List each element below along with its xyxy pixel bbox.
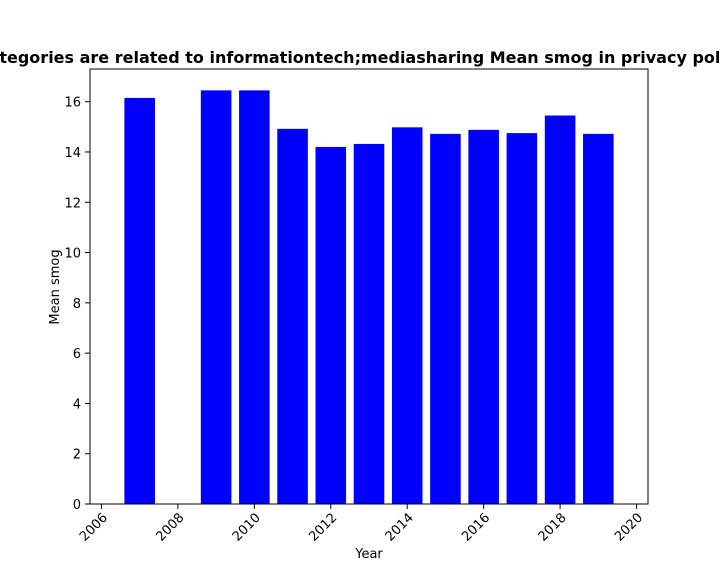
- bar-2015: [430, 133, 461, 504]
- bar-2013: [353, 143, 385, 504]
- bar-2018: [544, 115, 576, 505]
- x-tick-label: 2010: [230, 511, 264, 545]
- x-tick-label: 2020: [612, 511, 646, 545]
- bar-2012: [315, 146, 347, 504]
- y-tick-label: 12: [64, 196, 81, 211]
- y-tick-label: 8: [73, 297, 81, 312]
- plot-area-frame: [89, 68, 649, 505]
- y-tick-label: 0: [73, 498, 81, 513]
- x-axis: 2006 2008 2010 2012 2014 2016 2018 2020: [77, 504, 646, 545]
- bar-2010: [239, 90, 270, 504]
- y-tick-label: 6: [73, 347, 81, 362]
- chart-title: Categories are related to informationtec…: [0, 48, 720, 67]
- bar-2016: [468, 129, 499, 504]
- bar-2011: [277, 128, 308, 504]
- bar-2014: [391, 127, 423, 504]
- y-tick-label: 10: [64, 247, 81, 262]
- bar-2017: [506, 133, 538, 504]
- y-tick-label: 16: [64, 96, 81, 111]
- x-tick-label: 2016: [459, 511, 493, 545]
- x-tick-label: 2008: [153, 511, 187, 545]
- y-axis-label: Mean smog: [48, 249, 63, 324]
- x-axis-label: Year: [354, 547, 383, 562]
- y-tick-label: 2: [73, 448, 81, 463]
- bar-2007: [124, 97, 155, 504]
- y-axis: 0 2 4 6 8 10 12 14 16: [64, 96, 90, 513]
- x-tick-label: 2006: [77, 511, 111, 545]
- bar-2009: [200, 90, 232, 504]
- x-tick-label: 2012: [306, 511, 340, 545]
- x-tick-label: 2014: [383, 511, 417, 545]
- bars: [124, 90, 614, 505]
- bar-2019: [583, 133, 614, 504]
- y-tick-label: 14: [64, 146, 81, 161]
- y-tick-label: 4: [73, 397, 81, 412]
- x-tick-label: 2018: [536, 511, 570, 545]
